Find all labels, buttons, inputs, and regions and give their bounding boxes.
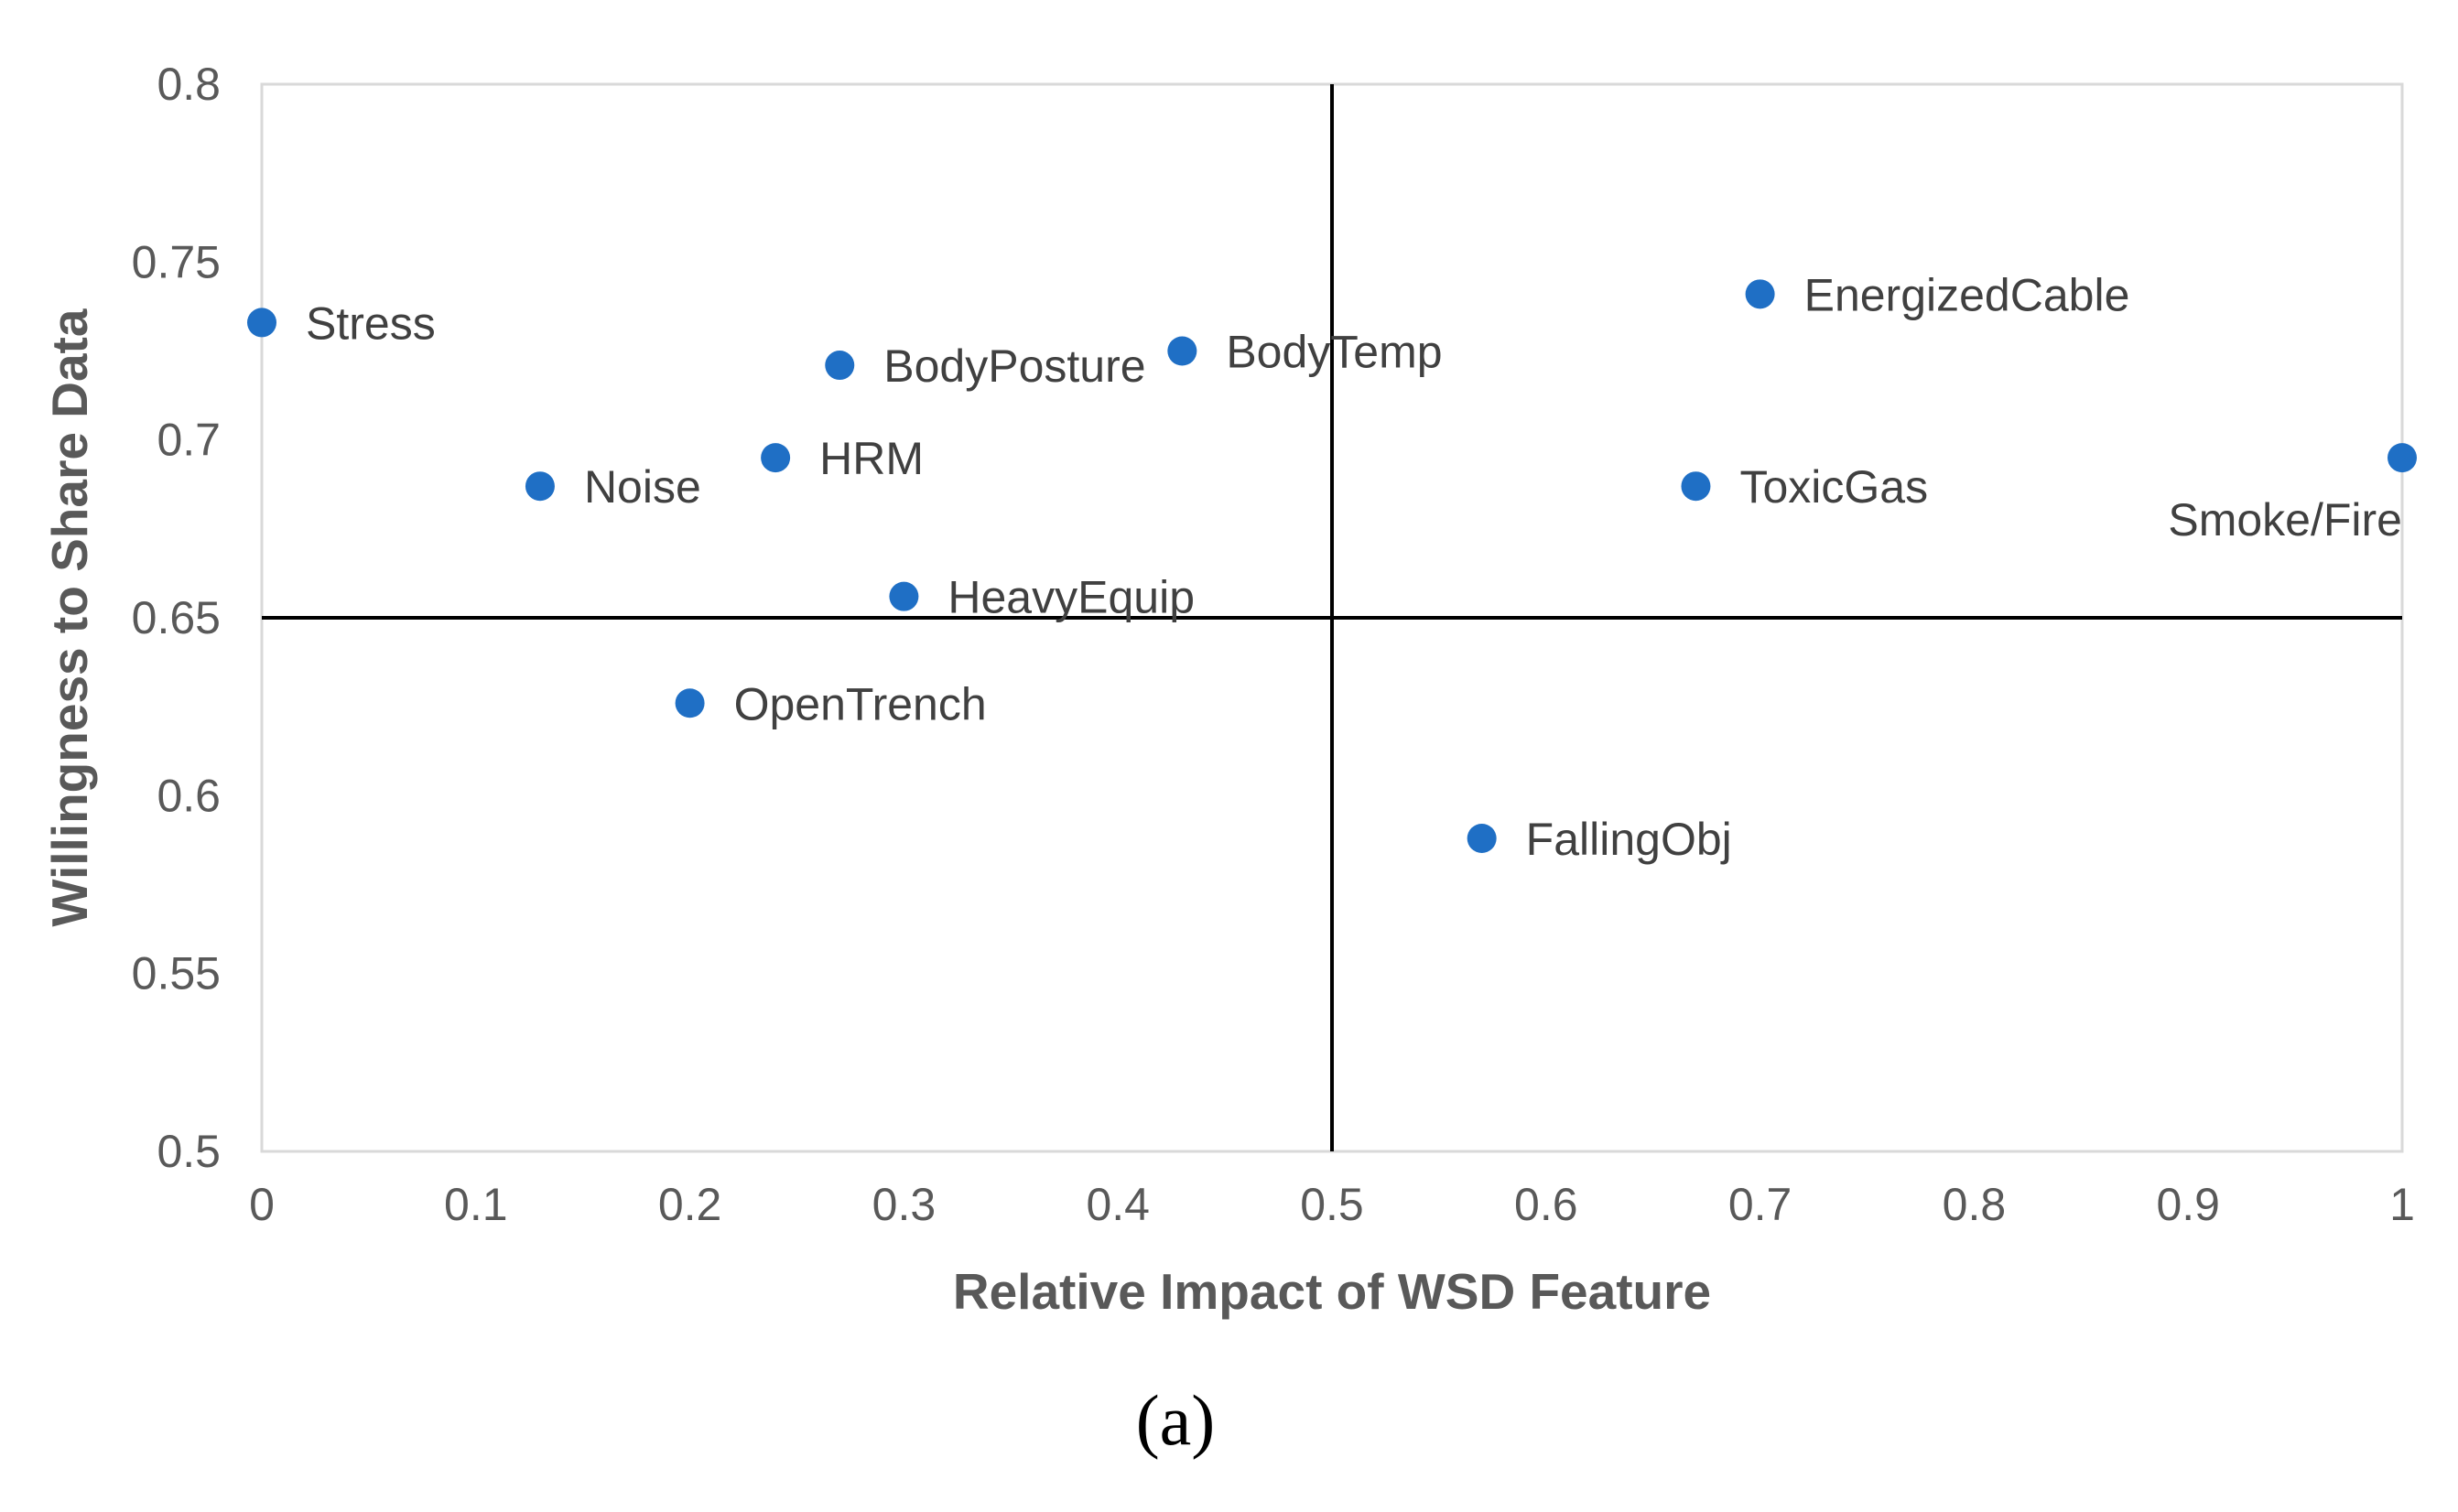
data-point — [889, 581, 919, 611]
data-point-label: ToxicGas — [1739, 461, 1928, 513]
data-point-label: Stress — [306, 297, 436, 349]
x-axis-title: Relative Impact of WSD Feature — [953, 1263, 1711, 1320]
y-tick-label: 0.6 — [157, 770, 221, 821]
x-tick-label: 0.8 — [1943, 1179, 2007, 1230]
data-point — [1745, 279, 1775, 309]
y-tick-label: 0.7 — [157, 415, 221, 466]
y-axis-ticks: 0.5 0.55 0.6 0.65 0.7 0.75 0.8 — [132, 59, 221, 1177]
data-point — [2388, 443, 2417, 473]
panel-label: (a) — [1136, 1380, 1216, 1460]
x-tick-label: 0.1 — [444, 1179, 508, 1230]
data-point — [761, 443, 791, 473]
y-axis-title: Willingness to Share Data — [41, 308, 98, 926]
y-tick-label: 0.55 — [132, 948, 221, 999]
data-point — [1681, 471, 1711, 502]
x-tick-label: 0 — [249, 1179, 275, 1230]
data-point — [825, 351, 855, 381]
data-point-label: HeavyEquip — [947, 572, 1195, 623]
data-point — [675, 688, 705, 718]
y-tick-label: 0.8 — [157, 59, 221, 110]
data-point-label: BodyPosture — [883, 340, 1145, 392]
x-tick-label: 0.9 — [2156, 1179, 2220, 1230]
x-tick-label: 0.6 — [1514, 1179, 1578, 1230]
x-tick-label: 0.4 — [1086, 1179, 1150, 1230]
data-point-label: FallingObj — [1526, 814, 1732, 865]
y-tick-label: 0.75 — [132, 236, 221, 287]
data-point-label: OpenTrench — [734, 678, 987, 729]
x-tick-label: 0.5 — [1300, 1179, 1364, 1230]
data-point — [247, 308, 276, 338]
x-tick-label: 0.2 — [658, 1179, 722, 1230]
x-tick-label: 0.7 — [1728, 1179, 1792, 1230]
data-point — [525, 471, 555, 502]
data-points: Stress Noise OpenTrench HRM BodyPosture Heavy… — [247, 269, 2417, 865]
data-point — [1467, 823, 1497, 853]
x-tick-label: 0.3 — [872, 1179, 937, 1230]
x-tick-label: 1 — [2389, 1179, 2415, 1230]
data-point — [1167, 336, 1197, 366]
x-axis-ticks: 0 0.1 0.2 0.3 0.4 0.5 0.6 0.7 0.8 0.9 1 — [249, 1179, 2415, 1230]
data-point-label: Noise — [584, 461, 701, 513]
data-point-label: EnergizedCable — [1804, 269, 2130, 320]
y-tick-label: 0.65 — [132, 592, 221, 643]
data-point-label: Smoke/Fire — [2168, 494, 2402, 545]
data-point-label: BodyTemp — [1226, 327, 1442, 378]
data-point-label: HRM — [819, 433, 924, 484]
y-tick-label: 0.5 — [157, 1126, 221, 1177]
